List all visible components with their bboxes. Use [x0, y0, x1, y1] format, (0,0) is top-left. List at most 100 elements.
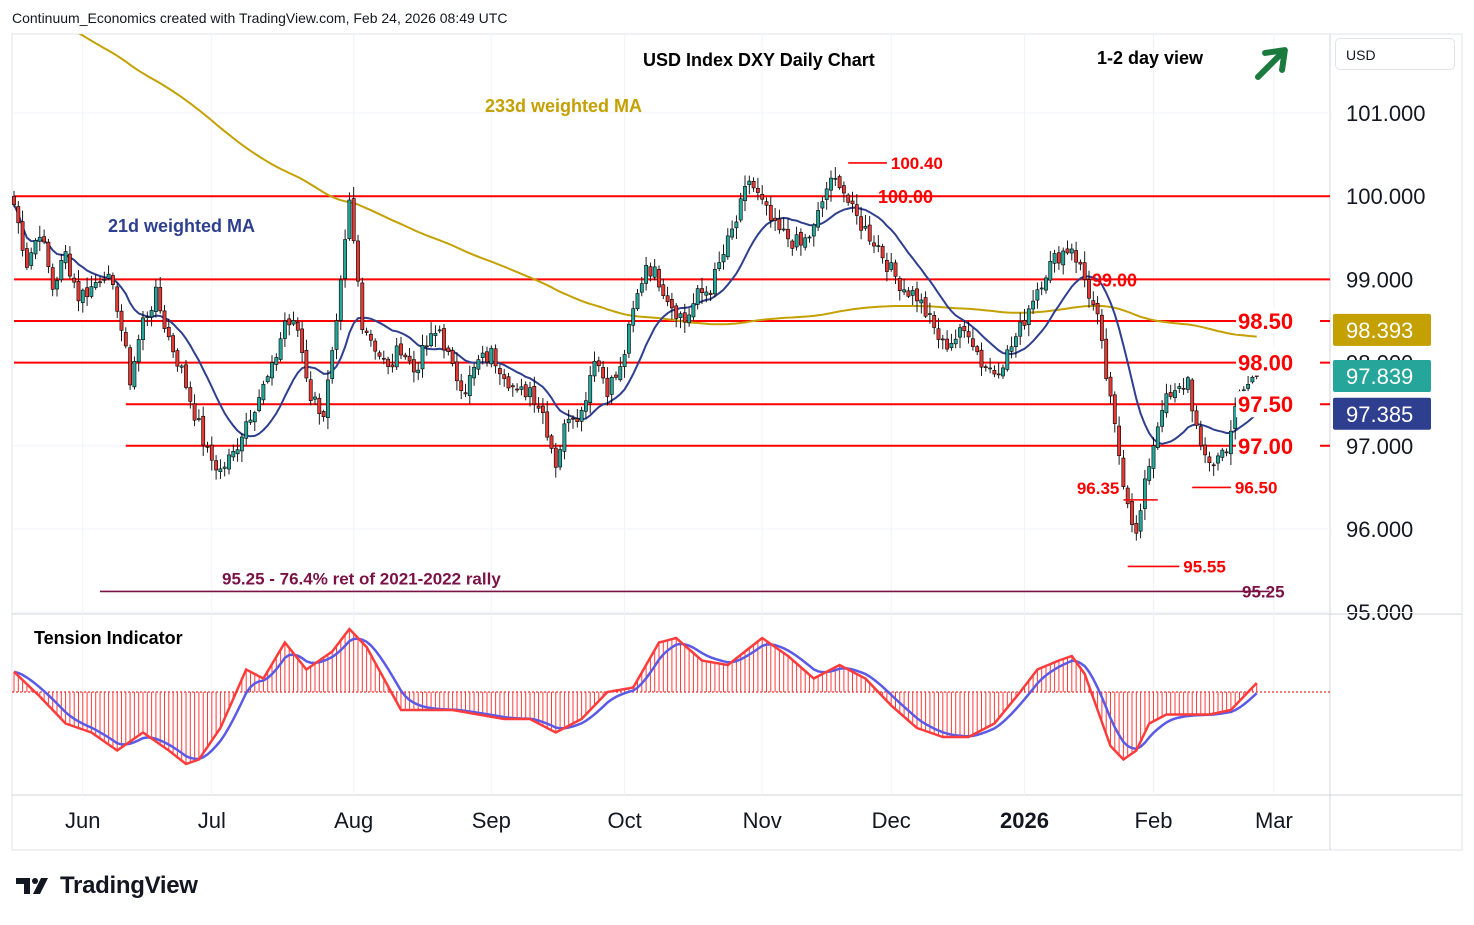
- candle-body: [437, 329, 442, 332]
- candle: [377, 350, 382, 360]
- candle: [459, 373, 464, 400]
- candle-body: [734, 221, 739, 229]
- arrow-shaft: [1255, 48, 1287, 80]
- candle-body: [540, 405, 545, 414]
- candle-body: [248, 419, 253, 423]
- candle-body: [1078, 261, 1083, 265]
- candle-body: [1254, 375, 1259, 377]
- candle: [1013, 332, 1018, 358]
- price-badge-label: 98.393: [1346, 318, 1413, 343]
- candle-body: [794, 234, 799, 248]
- candle: [1104, 328, 1109, 382]
- candle: [1039, 281, 1044, 296]
- candle: [1048, 250, 1053, 284]
- candle: [970, 328, 975, 351]
- candle-body: [850, 200, 855, 205]
- candle-body: [334, 320, 339, 350]
- candle-body: [910, 290, 915, 296]
- candle-body: [106, 273, 111, 279]
- candle-body: [936, 328, 941, 340]
- brand[interactable]: TradingView: [16, 872, 198, 900]
- candle: [429, 322, 434, 348]
- view-label: 1-2 day view: [1097, 48, 1204, 68]
- candle: [609, 375, 614, 405]
- candle-body: [626, 323, 631, 354]
- candle-body: [1211, 464, 1216, 467]
- candle-body: [1250, 376, 1255, 383]
- candle-body: [988, 367, 993, 370]
- candle-body: [583, 400, 588, 412]
- candle-body: [725, 235, 730, 258]
- candle-body: [270, 362, 274, 379]
- candle-body: [601, 367, 606, 379]
- candle-body: [962, 326, 967, 332]
- candle-body: [1203, 444, 1208, 456]
- candle: [678, 311, 683, 329]
- candle: [631, 300, 636, 333]
- candle: [1044, 275, 1048, 294]
- candle-body: [209, 444, 214, 461]
- level-label: 98.00: [1238, 351, 1293, 376]
- ma21-line: [13, 204, 1258, 445]
- candle: [1190, 377, 1195, 423]
- candle-body: [128, 347, 133, 386]
- candle: [136, 334, 141, 372]
- candle: [902, 278, 907, 296]
- candle: [373, 338, 378, 360]
- candle-body: [1065, 248, 1070, 254]
- candle: [252, 410, 257, 431]
- candle: [519, 378, 524, 396]
- candle-body: [915, 288, 919, 302]
- x-tick-label: Jun: [65, 808, 100, 833]
- candle-body: [592, 361, 597, 377]
- candle-body: [536, 405, 541, 409]
- candle: [42, 229, 47, 245]
- candle: [308, 371, 313, 406]
- candle: [351, 186, 356, 244]
- candle-body: [665, 295, 670, 303]
- candle: [605, 367, 610, 406]
- y-tick-label: 97.000: [1346, 434, 1413, 459]
- candle-body: [678, 313, 683, 318]
- candle-body: [970, 338, 975, 347]
- candle-body: [983, 366, 988, 369]
- candle-body: [953, 338, 958, 345]
- y-tick-label: 100.000: [1346, 184, 1426, 209]
- candle: [910, 285, 915, 306]
- candle-body: [476, 359, 481, 370]
- candle: [1087, 270, 1091, 308]
- candle: [16, 201, 21, 234]
- candle-body: [222, 466, 227, 469]
- candle: [179, 364, 184, 374]
- candle: [420, 334, 425, 378]
- candle: [386, 356, 391, 375]
- candle-body: [351, 198, 356, 242]
- candle: [807, 235, 812, 243]
- price-mark-label: 95.55: [1183, 557, 1226, 576]
- candle: [1134, 515, 1139, 541]
- candle: [786, 218, 790, 248]
- symbol-box[interactable]: USD: [1335, 38, 1455, 70]
- candle-body: [687, 314, 692, 324]
- candle-body: [880, 245, 885, 259]
- candle: [945, 330, 950, 352]
- candle-body: [553, 447, 558, 468]
- candle-body: [37, 236, 42, 242]
- candle: [20, 210, 25, 257]
- candle: [721, 244, 726, 270]
- candle-body: [158, 287, 163, 312]
- candle: [936, 318, 941, 349]
- x-tick-label: Jul: [198, 808, 226, 833]
- candle: [1065, 240, 1070, 255]
- candle: [433, 325, 438, 348]
- candle-body: [381, 357, 386, 360]
- candle: [205, 441, 210, 453]
- candle-body: [841, 185, 846, 194]
- candle-body: [16, 206, 21, 224]
- candle: [209, 436, 214, 471]
- candle: [244, 412, 249, 447]
- y-tick-label: 101.000: [1346, 101, 1426, 126]
- candle: [639, 277, 644, 297]
- candle: [510, 383, 515, 397]
